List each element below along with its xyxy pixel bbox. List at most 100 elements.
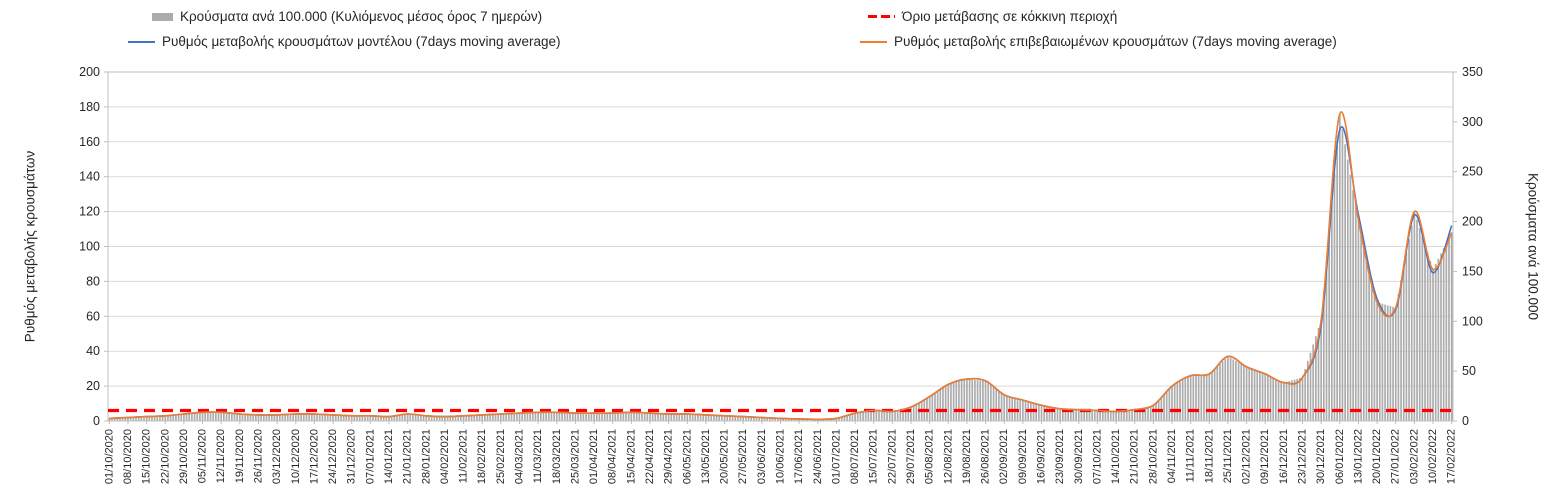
svg-text:18/02/2021: 18/02/2021 xyxy=(476,429,488,484)
svg-text:17/06/2021: 17/06/2021 xyxy=(793,429,805,484)
svg-text:180: 180 xyxy=(79,100,100,114)
svg-text:06/05/2021: 06/05/2021 xyxy=(681,429,693,484)
svg-text:23/09/2021: 23/09/2021 xyxy=(1054,429,1066,484)
svg-text:13/05/2021: 13/05/2021 xyxy=(700,429,712,484)
svg-text:07/01/2021: 07/01/2021 xyxy=(364,429,376,484)
svg-text:03/12/2020: 03/12/2020 xyxy=(271,429,283,484)
svg-text:10/02/2022: 10/02/2022 xyxy=(1427,429,1439,484)
svg-text:25/11/2021: 25/11/2021 xyxy=(1222,429,1234,483)
svg-text:160: 160 xyxy=(79,135,100,149)
svg-text:40: 40 xyxy=(86,344,100,358)
svg-text:29/07/2021: 29/07/2021 xyxy=(905,429,917,484)
svg-text:12/11/2020: 12/11/2020 xyxy=(215,429,227,483)
svg-text:18/11/2021: 18/11/2021 xyxy=(1203,429,1215,483)
svg-text:50: 50 xyxy=(1462,364,1476,378)
svg-text:24/06/2021: 24/06/2021 xyxy=(812,429,824,484)
red-dashed-line-swatch-icon xyxy=(868,15,895,18)
svg-text:200: 200 xyxy=(1462,215,1483,229)
model-rate-line xyxy=(109,126,1453,421)
svg-text:01/10/2020: 01/10/2020 xyxy=(103,429,115,484)
svg-text:28/01/2021: 28/01/2021 xyxy=(420,429,432,484)
svg-text:22/10/2020: 22/10/2020 xyxy=(159,429,171,484)
svg-text:08/07/2021: 08/07/2021 xyxy=(849,429,861,484)
svg-text:17/02/2022: 17/02/2022 xyxy=(1446,429,1458,484)
svg-text:03/02/2022: 03/02/2022 xyxy=(1408,429,1420,484)
bars-cases-per-100k xyxy=(108,113,1453,422)
svg-text:15/04/2021: 15/04/2021 xyxy=(625,429,637,484)
svg-text:02/09/2021: 02/09/2021 xyxy=(998,429,1010,484)
svg-text:03/06/2021: 03/06/2021 xyxy=(756,429,768,484)
svg-text:0: 0 xyxy=(93,414,100,428)
legend-item-red-threshold: Όριο μετάβασης σε κόκκινη περιοχή xyxy=(868,9,1117,24)
svg-text:22/07/2021: 22/07/2021 xyxy=(886,429,898,484)
blue-line-swatch-icon xyxy=(128,40,155,43)
svg-text:20: 20 xyxy=(86,379,100,393)
svg-text:21/01/2021: 21/01/2021 xyxy=(402,429,414,484)
svg-text:16/12/2021: 16/12/2021 xyxy=(1278,429,1290,484)
left-axis-ticks: 0 20 40 60 80 100 120 140 160 180 200 xyxy=(79,65,108,428)
svg-text:300: 300 xyxy=(1462,115,1483,129)
svg-text:200: 200 xyxy=(79,65,100,79)
left-axis-title: Ρυθμός μεταβολής κρουσμάτων xyxy=(23,151,38,343)
svg-text:10/12/2020: 10/12/2020 xyxy=(290,429,302,484)
svg-text:28/10/2021: 28/10/2021 xyxy=(1147,429,1159,484)
svg-text:25/03/2021: 25/03/2021 xyxy=(569,429,581,484)
svg-text:19/08/2021: 19/08/2021 xyxy=(961,429,973,484)
svg-text:18/03/2021: 18/03/2021 xyxy=(551,429,563,484)
svg-text:04/11/2021: 04/11/2021 xyxy=(1166,429,1178,483)
svg-text:30/12/2021: 30/12/2021 xyxy=(1315,429,1327,484)
svg-text:09/12/2021: 09/12/2021 xyxy=(1259,429,1271,484)
svg-text:02/12/2021: 02/12/2021 xyxy=(1241,429,1253,484)
svg-text:05/08/2021: 05/08/2021 xyxy=(924,429,936,484)
svg-text:26/11/2020: 26/11/2020 xyxy=(253,429,265,483)
legend-item-confirmed-rate: Ρυθμός μεταβολής επιβεβαιωμένων κρουσμάτ… xyxy=(860,34,1337,49)
svg-text:04/02/2021: 04/02/2021 xyxy=(439,429,451,484)
svg-text:29/10/2020: 29/10/2020 xyxy=(178,429,190,484)
confirmed-rate-line xyxy=(109,111,1453,421)
svg-text:140: 140 xyxy=(79,170,100,184)
svg-text:120: 120 xyxy=(79,205,100,219)
svg-text:150: 150 xyxy=(1462,264,1483,278)
svg-text:01/07/2021: 01/07/2021 xyxy=(830,429,842,484)
svg-text:11/03/2021: 11/03/2021 xyxy=(532,429,544,483)
x-axis-labels: 01/10/2020 08/10/2020 15/10/2020 22/10/2020… xyxy=(103,421,1458,484)
legend-item-cases-per-100k: Κρούσματα ανά 100.000 (Κυλιόμενος μέσος … xyxy=(152,9,542,24)
svg-text:17/12/2020: 17/12/2020 xyxy=(308,429,320,484)
svg-text:22/04/2021: 22/04/2021 xyxy=(644,429,656,484)
svg-text:01/04/2021: 01/04/2021 xyxy=(588,429,600,484)
svg-text:0: 0 xyxy=(1462,414,1469,428)
svg-text:350: 350 xyxy=(1462,65,1483,79)
legend-label-red-threshold: Όριο μετάβασης σε κόκκινη περιοχή xyxy=(902,9,1118,24)
svg-text:27/05/2021: 27/05/2021 xyxy=(737,429,749,484)
svg-text:08/10/2020: 08/10/2020 xyxy=(122,429,134,484)
svg-text:31/12/2020: 31/12/2020 xyxy=(346,429,358,484)
svg-text:15/10/2020: 15/10/2020 xyxy=(141,429,153,484)
svg-text:14/01/2021: 14/01/2021 xyxy=(383,429,395,484)
svg-text:250: 250 xyxy=(1462,165,1483,179)
legend-label-model-rate: Ρυθμός μεταβολής κρουσμάτων μοντέλου (7d… xyxy=(162,34,561,49)
gray-bar-swatch-icon xyxy=(152,12,173,21)
svg-text:06/01/2022: 06/01/2022 xyxy=(1334,429,1346,484)
svg-text:09/09/2021: 09/09/2021 xyxy=(1017,429,1029,484)
legend-label-cases-per-100k: Κρούσματα ανά 100.000 (Κυλιόμενος μέσος … xyxy=(180,9,543,24)
svg-text:11/11/2021: 11/11/2021 xyxy=(1185,429,1197,482)
svg-text:80: 80 xyxy=(86,274,100,288)
svg-text:26/08/2021: 26/08/2021 xyxy=(980,429,992,484)
svg-text:100: 100 xyxy=(1462,314,1483,328)
svg-text:24/12/2020: 24/12/2020 xyxy=(327,429,339,484)
svg-text:100: 100 xyxy=(79,240,100,254)
svg-text:30/09/2021: 30/09/2021 xyxy=(1073,429,1085,484)
svg-text:25/02/2021: 25/02/2021 xyxy=(495,429,507,484)
svg-text:15/07/2021: 15/07/2021 xyxy=(868,429,880,484)
svg-text:21/10/2021: 21/10/2021 xyxy=(1129,429,1141,484)
svg-text:23/12/2021: 23/12/2021 xyxy=(1297,429,1309,484)
svg-text:19/11/2020: 19/11/2020 xyxy=(234,429,246,483)
svg-text:16/09/2021: 16/09/2021 xyxy=(1036,429,1048,484)
svg-text:29/04/2021: 29/04/2021 xyxy=(663,429,675,484)
svg-text:60: 60 xyxy=(86,309,100,323)
svg-text:12/08/2021: 12/08/2021 xyxy=(942,429,954,484)
svg-text:27/01/2022: 27/01/2022 xyxy=(1390,429,1402,484)
svg-text:05/11/2020: 05/11/2020 xyxy=(197,429,209,483)
